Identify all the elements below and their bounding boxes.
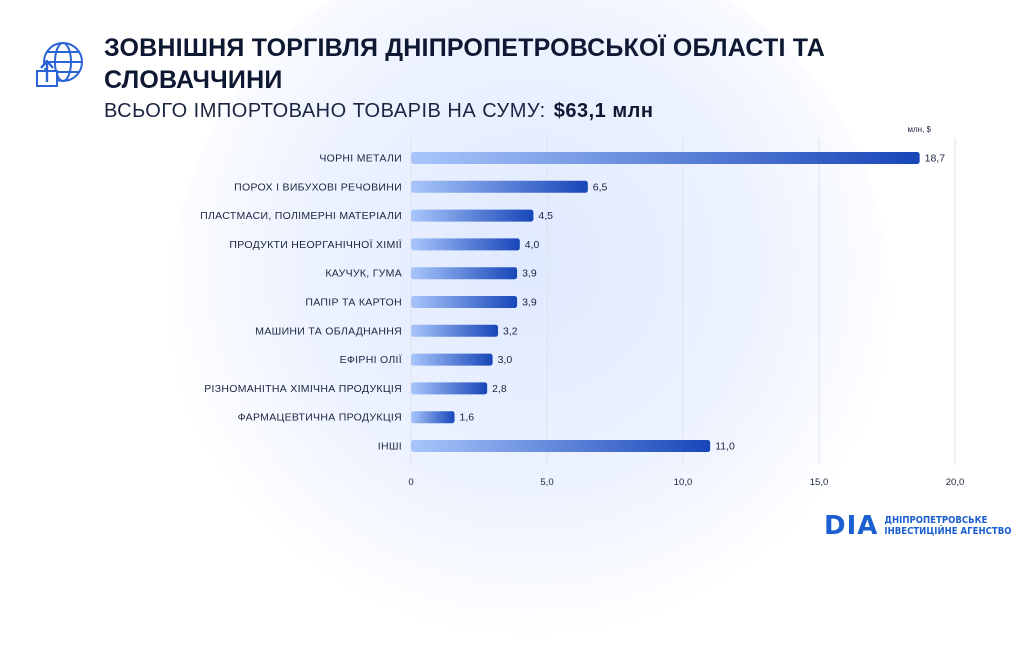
x-tick-label: 5,0 xyxy=(540,477,553,488)
page-subtitle: ВСЬОГО ІМПОРТОВАНО ТОВАРІВ НА СУМУ: $63,1… xyxy=(104,100,653,123)
bar xyxy=(411,296,518,308)
bars xyxy=(411,152,920,452)
logo-line-1: ДНІПРОПЕТРОВСЬКЕ xyxy=(884,515,988,526)
bar xyxy=(411,324,499,337)
x-tick-label: 20,0 xyxy=(946,477,965,488)
background-glow xyxy=(170,0,890,660)
category-label: КАУЧУК, ГУМА xyxy=(325,268,402,280)
category-label: ПОРОХ І ВИБУХОВІ РЕЧОВИНИ xyxy=(234,181,402,193)
x-tick-label: 10,0 xyxy=(674,477,693,488)
category-label: ІНШІ xyxy=(378,441,402,453)
category-labels: ЧОРНІ МЕТАЛИ ПОРОХ І ВИБУХОВІ РЕЧОВИНИ ПЛА… xyxy=(200,153,402,453)
value-label: 3,9 xyxy=(522,297,537,309)
bar xyxy=(411,267,518,280)
page-title: ЗОВНІШНЯ ТОРГІВЛЯ ДНІПРОПЕТРОВСЬКОЇ ОБЛА… xyxy=(104,34,825,94)
category-label: МАШИНИ ТА ОБЛАДНАННЯ xyxy=(255,325,402,337)
value-label: 3,9 xyxy=(522,268,537,280)
bar-chart: млн, $ ЧОРНІ МЕТАЛИ ПОРОХ І ВИБУХОВІ РЕЧО… xyxy=(200,125,964,488)
value-label: 4,0 xyxy=(525,239,540,251)
bar xyxy=(411,209,534,222)
subtitle-label: ВСЬОГО ІМПОРТОВАНО ТОВАРІВ НА СУМУ: xyxy=(104,100,546,122)
bar xyxy=(411,411,455,424)
bar xyxy=(411,382,488,395)
x-tick-labels: 0 5,0 10,0 15,0 20,0 xyxy=(408,477,964,488)
value-label: 1,6 xyxy=(460,412,475,424)
value-labels: 18,7 6,5 4,5 4,0 3,9 3,9 3,2 3,0 2,8 1,6 11,0 xyxy=(460,153,946,453)
value-label: 6,5 xyxy=(593,181,608,193)
value-label: 18,7 xyxy=(925,153,946,165)
globe-export-icon xyxy=(36,42,83,87)
category-label: ЧОРНІ МЕТАЛИ xyxy=(319,153,402,165)
x-tick-label: 0 xyxy=(408,477,413,488)
value-label: 4,5 xyxy=(538,210,553,222)
bar xyxy=(411,180,588,193)
category-label: РІЗНОМАНІТНА ХІМІЧНА ПРОДУКЦІЯ xyxy=(204,383,402,395)
subtitle-total: $63,1 млн xyxy=(553,100,654,122)
category-label: ПРОДУКТИ НЕОРГАНІЧНОЇ ХІМІЇ xyxy=(229,239,402,251)
value-label: 11,0 xyxy=(715,441,735,453)
logo-text: ДНІПРОПЕТРОВСЬКЕ ІНВЕСТИЦІЙНЕ АГЕНСТВО xyxy=(884,515,1011,537)
dia-logo: DIA ДНІПРОПЕТРОВСЬКЕ ІНВЕСТИЦІЙНЕ АГЕНСТ… xyxy=(824,511,1012,541)
bar xyxy=(411,353,493,366)
x-tick-label: 15,0 xyxy=(810,477,829,488)
category-label: ФАРМАЦЕВТИЧНА ПРОДУКЦІЯ xyxy=(238,412,402,424)
logo-line-2: ІНВЕСТИЦІЙНЕ АГЕНСТВО xyxy=(884,526,1012,537)
category-label: ЕФІРНІ ОЛІЇ xyxy=(340,354,402,366)
bar xyxy=(411,440,711,452)
bar xyxy=(411,152,920,164)
value-label: 2,8 xyxy=(492,383,507,395)
unit-label: млн, $ xyxy=(908,125,932,134)
category-label: ПЛАСТМАСИ, ПОЛІМЕРНІ МАТЕРІАЛИ xyxy=(200,210,402,222)
category-label: ПАПІР ТА КАРТОН xyxy=(305,297,402,309)
logo-mark: DIA xyxy=(824,511,879,541)
bar xyxy=(411,238,520,251)
value-label: 3,2 xyxy=(503,325,518,337)
value-label: 3,0 xyxy=(498,354,513,366)
